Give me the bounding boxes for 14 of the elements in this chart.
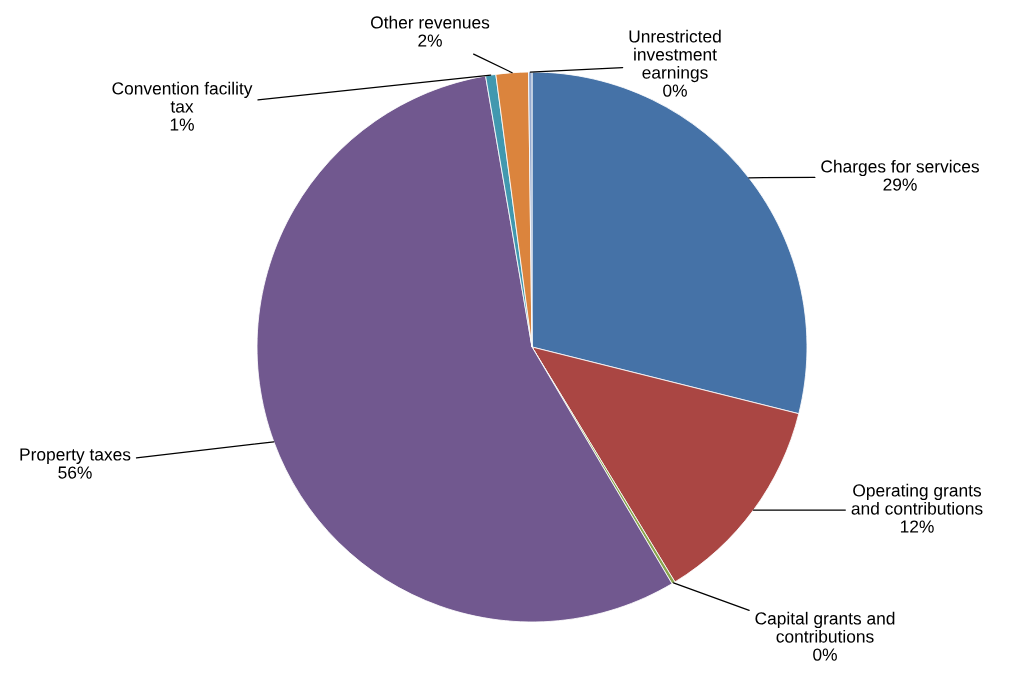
data-label: 0% (813, 648, 837, 661)
data-label: 56% (58, 466, 92, 479)
data-label: 0% (663, 84, 687, 97)
data-label: 29% (883, 178, 917, 191)
slice-label: Other revenues (371, 15, 490, 29)
slice-label: Unrestricted investment earnings (629, 29, 721, 83)
slice-label: Charges for services (821, 159, 979, 177)
slice-label: Capital grants and contributions (755, 611, 895, 643)
data-label: 2% (418, 34, 442, 47)
slice-label: Property taxes (20, 448, 131, 465)
data-label: 12% (900, 520, 934, 533)
slice-label: Convention facility tax (112, 81, 253, 113)
slice-label: Operating grants and contributions (851, 483, 983, 515)
data-label: 1% (170, 118, 194, 131)
